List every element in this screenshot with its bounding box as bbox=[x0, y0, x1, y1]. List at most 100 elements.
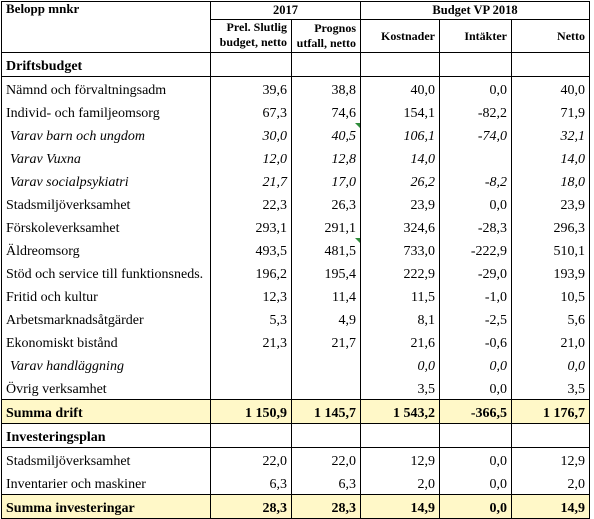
cell-value: 0,0 bbox=[439, 447, 512, 471]
cell-value: 291,1 bbox=[291, 215, 361, 238]
cell-value: 30,0 bbox=[210, 123, 292, 146]
table-row: Varav Vuxna 12,0 12,8 14,0 14,0 bbox=[1, 146, 591, 169]
cell-value: 493,5 bbox=[210, 238, 292, 261]
cell-value: 12,9 bbox=[360, 447, 440, 471]
table-row: Varav barn och ungdom 30,0 40,5 106,1 -74,0 3… bbox=[1, 123, 591, 146]
cell-value: 11,5 bbox=[360, 284, 440, 307]
cell-value: -222,9 bbox=[439, 238, 512, 261]
cell-value: 733,0 bbox=[360, 238, 440, 261]
col-header-prel-budget-line2: budget, netto bbox=[219, 35, 287, 49]
cell-value bbox=[291, 376, 361, 400]
cell-value: -366,5 bbox=[439, 399, 512, 424]
cell-value: 28,3 bbox=[210, 494, 292, 519]
col-header-kostnader: Kostnader bbox=[360, 19, 440, 53]
row-label: Inventarier och maskiner bbox=[1, 471, 211, 495]
row-label: Äldreomsorg bbox=[1, 238, 211, 261]
cell-value: 3,5 bbox=[360, 376, 440, 400]
cell-value: 40,0 bbox=[510, 76, 591, 100]
row-label: Övrig verksamhet bbox=[1, 376, 211, 400]
row-label: Summa investeringar bbox=[1, 494, 211, 519]
cell-value: 0,0 bbox=[439, 494, 512, 519]
cell-value: 5,3 bbox=[210, 307, 292, 330]
cell-value: 1 176,7 bbox=[510, 399, 591, 424]
cell-value: -0,6 bbox=[439, 330, 512, 353]
cell-value: 22,3 bbox=[210, 192, 292, 215]
row-label: Ekonomiskt bistånd bbox=[1, 330, 211, 353]
cell-value: 17,0 bbox=[291, 169, 361, 192]
cell-value: 5,6 bbox=[510, 307, 591, 330]
cell-value: 1 145,7 bbox=[291, 399, 361, 424]
col-header-prognos-line2: utfall, netto bbox=[296, 36, 356, 50]
cell-value: 21,6 bbox=[360, 330, 440, 353]
cell-value: 12,9 bbox=[510, 447, 591, 471]
cell-value: -1,0 bbox=[439, 284, 512, 307]
cell-value: 0,0 bbox=[439, 353, 512, 376]
cell-value: 222,9 bbox=[360, 261, 440, 284]
cell-value: -82,2 bbox=[439, 100, 512, 123]
row-label: Summa drift bbox=[1, 399, 211, 424]
cell-value bbox=[210, 353, 292, 376]
cell-value: 6,3 bbox=[210, 471, 292, 495]
row-label: Stöd och service till funktionsneds. bbox=[1, 261, 211, 284]
cell-value: 12,8 bbox=[291, 146, 361, 169]
cell-value bbox=[291, 353, 361, 376]
cell-value: -8,2 bbox=[439, 169, 512, 192]
group-budget-vp-2018: Budget VP 2018 bbox=[359, 1, 591, 20]
cell-value: 8,1 bbox=[360, 307, 440, 330]
cell-value: 12,0 bbox=[210, 146, 292, 169]
cell-value: 0,0 bbox=[439, 76, 512, 100]
cell-value: 74,6 bbox=[291, 100, 361, 123]
table-row: Stadsmiljöverksamhet 22,0 22,0 12,9 0,0 12,9 bbox=[1, 447, 591, 471]
section-title-drift: Driftsbudget bbox=[1, 52, 211, 77]
cell-value: 39,6 bbox=[210, 76, 292, 100]
cell-value: 28,3 bbox=[291, 494, 361, 519]
cell-value: 481,5 bbox=[291, 238, 361, 261]
table-row: Äldreomsorg 493,5 481,5 733,0 -222,9 510,1 bbox=[1, 238, 591, 261]
table-row: Nämnd och förvaltningsadm 39,6 38,8 40,0 0,0… bbox=[1, 76, 591, 100]
summa-investeringar-row: Summa investeringar 28,3 28,3 14,9 0,0 1… bbox=[1, 494, 591, 519]
cell-value: 21,7 bbox=[210, 169, 292, 192]
cell-value: 23,9 bbox=[360, 192, 440, 215]
table-row: Inventarier och maskiner 6,3 6,3 2,0 0,0 2,0 bbox=[1, 471, 591, 495]
table-row: Varav handläggning 0,0 0,0 0,0 bbox=[1, 353, 591, 376]
cell-value: -28,3 bbox=[439, 215, 512, 238]
cell-value: 324,6 bbox=[360, 215, 440, 238]
cell-value: 38,8 bbox=[291, 76, 361, 100]
table-row: Varav socialpsykiatri 21,7 17,0 26,2 -8,2 18,… bbox=[1, 169, 591, 192]
table-title: Belopp mnkr bbox=[1, 1, 211, 53]
cell-value: 195,4 bbox=[291, 261, 361, 284]
cell-value: 1 150,9 bbox=[210, 399, 292, 424]
row-label: Varav Vuxna bbox=[1, 146, 211, 169]
cell-value: 21,3 bbox=[210, 330, 292, 353]
table-row: Individ- och familjeomsorg 67,3 74,6 154,1-… bbox=[1, 100, 591, 123]
cell-value: 106,1 bbox=[360, 123, 440, 146]
cell-value: 1 543,2 bbox=[360, 399, 440, 424]
cell-value: 21,7 bbox=[291, 330, 361, 353]
cell-value: 3,5 bbox=[510, 376, 591, 400]
drift-rows: Nämnd och förvaltningsadm 39,6 38,8 40,0 0,0… bbox=[1, 76, 591, 400]
invest-rows: Stadsmiljöverksamhet 22,0 22,0 12,9 0,0 12,9 I… bbox=[1, 447, 591, 495]
group-2017: 2017 bbox=[210, 1, 361, 20]
cell-value: 14,9 bbox=[510, 494, 591, 519]
table-row: Arbetsmarknadsåtgärder 5,3 4,9 8,1 -2,5 5,6 bbox=[1, 307, 591, 330]
cell-value: 154,1 bbox=[360, 100, 440, 123]
row-label: Varav handläggning bbox=[1, 353, 211, 376]
cell-value: 18,0 bbox=[510, 169, 591, 192]
col-header-prel-budget: Prel. Slutlig budget, netto bbox=[210, 19, 292, 53]
cell-value: 22,0 bbox=[210, 447, 292, 471]
summa-drift-row: Summa drift 1 150,9 1 145,7 1 543,2 -366… bbox=[1, 399, 591, 424]
cell-value: -29,0 bbox=[439, 261, 512, 284]
header-row-columns: Prel. Slutlig budget, netto Prognos utfall… bbox=[2, 19, 591, 53]
section-title-invest: Investeringsplan bbox=[1, 423, 211, 448]
cell-value: 14,0 bbox=[360, 146, 440, 169]
cell-value: 67,3 bbox=[210, 100, 292, 123]
row-label: Arbetsmarknadsåtgärder bbox=[1, 307, 211, 330]
cell-value: 0,0 bbox=[510, 353, 591, 376]
cell-value: 6,3 bbox=[291, 471, 361, 495]
cell-value: -2,5 bbox=[439, 307, 512, 330]
cell-value: 21,0 bbox=[510, 330, 591, 353]
row-label: Individ- och familjeomsorg bbox=[1, 100, 211, 123]
cell-value: 0,0 bbox=[439, 471, 512, 495]
table-row: Förskoleverksamhet 293,1 291,1 324,6 -28,3 29… bbox=[1, 215, 591, 238]
